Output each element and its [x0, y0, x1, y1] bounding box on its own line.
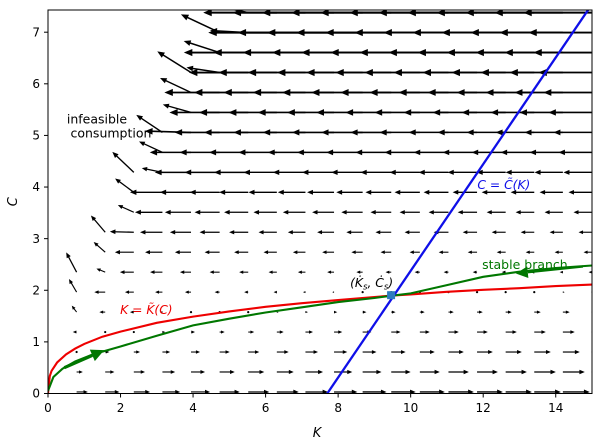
- y-tick-label: 1: [32, 335, 40, 349]
- x-tick-label: 10: [403, 401, 418, 415]
- x-tick-label: 14: [548, 401, 563, 415]
- y-axis: 0 1 2 3 4 5 6 7 C: [6, 25, 48, 401]
- steady-state-label: (K̇s, Ċs): [350, 274, 393, 293]
- flow-toward-steady-state-from-right: [527, 265, 584, 274]
- x-tick-label: 2: [117, 401, 125, 415]
- y-tick-label: 5: [32, 129, 40, 143]
- x-tick-label: 0: [44, 401, 52, 415]
- cdot-zero-locus-line: [326, 10, 590, 394]
- x-axis: 0 2 4 6 8 10 12 14 K: [44, 393, 563, 441]
- y-tick-label: 2: [32, 283, 40, 297]
- y-tick-label: 6: [32, 77, 40, 91]
- x-tick-label: 4: [189, 401, 197, 415]
- stable-branch-direction-arrows: [63, 265, 584, 370]
- y-axis-label: C: [6, 196, 21, 206]
- x-tick-label: 12: [476, 401, 491, 415]
- quiver-field: [48, 10, 592, 394]
- y-tick-label: 0: [32, 387, 40, 401]
- axes-frame: [47, 9, 593, 394]
- y-tick-label: 4: [32, 180, 40, 194]
- x-tick-label: 8: [334, 401, 342, 415]
- x-axis-label: K: [313, 426, 323, 441]
- stable-branch-label: stable branch: [482, 257, 568, 272]
- y-tick-label: 3: [32, 232, 40, 246]
- infeasible-line1: infeasible: [67, 112, 128, 127]
- flow-toward-steady-state-from-left: [63, 353, 93, 370]
- kdot-zero-locus-curve: [48, 283, 592, 394]
- x-tick-label: 6: [262, 401, 270, 415]
- steady-state-marker: [387, 291, 396, 300]
- kdot-locus-label: K = K̃(C): [120, 303, 172, 317]
- cdot-locus-label: C = C̃(K): [477, 178, 530, 192]
- infeasible-line2: consumption: [70, 126, 151, 141]
- y-tick-label: 7: [32, 25, 40, 39]
